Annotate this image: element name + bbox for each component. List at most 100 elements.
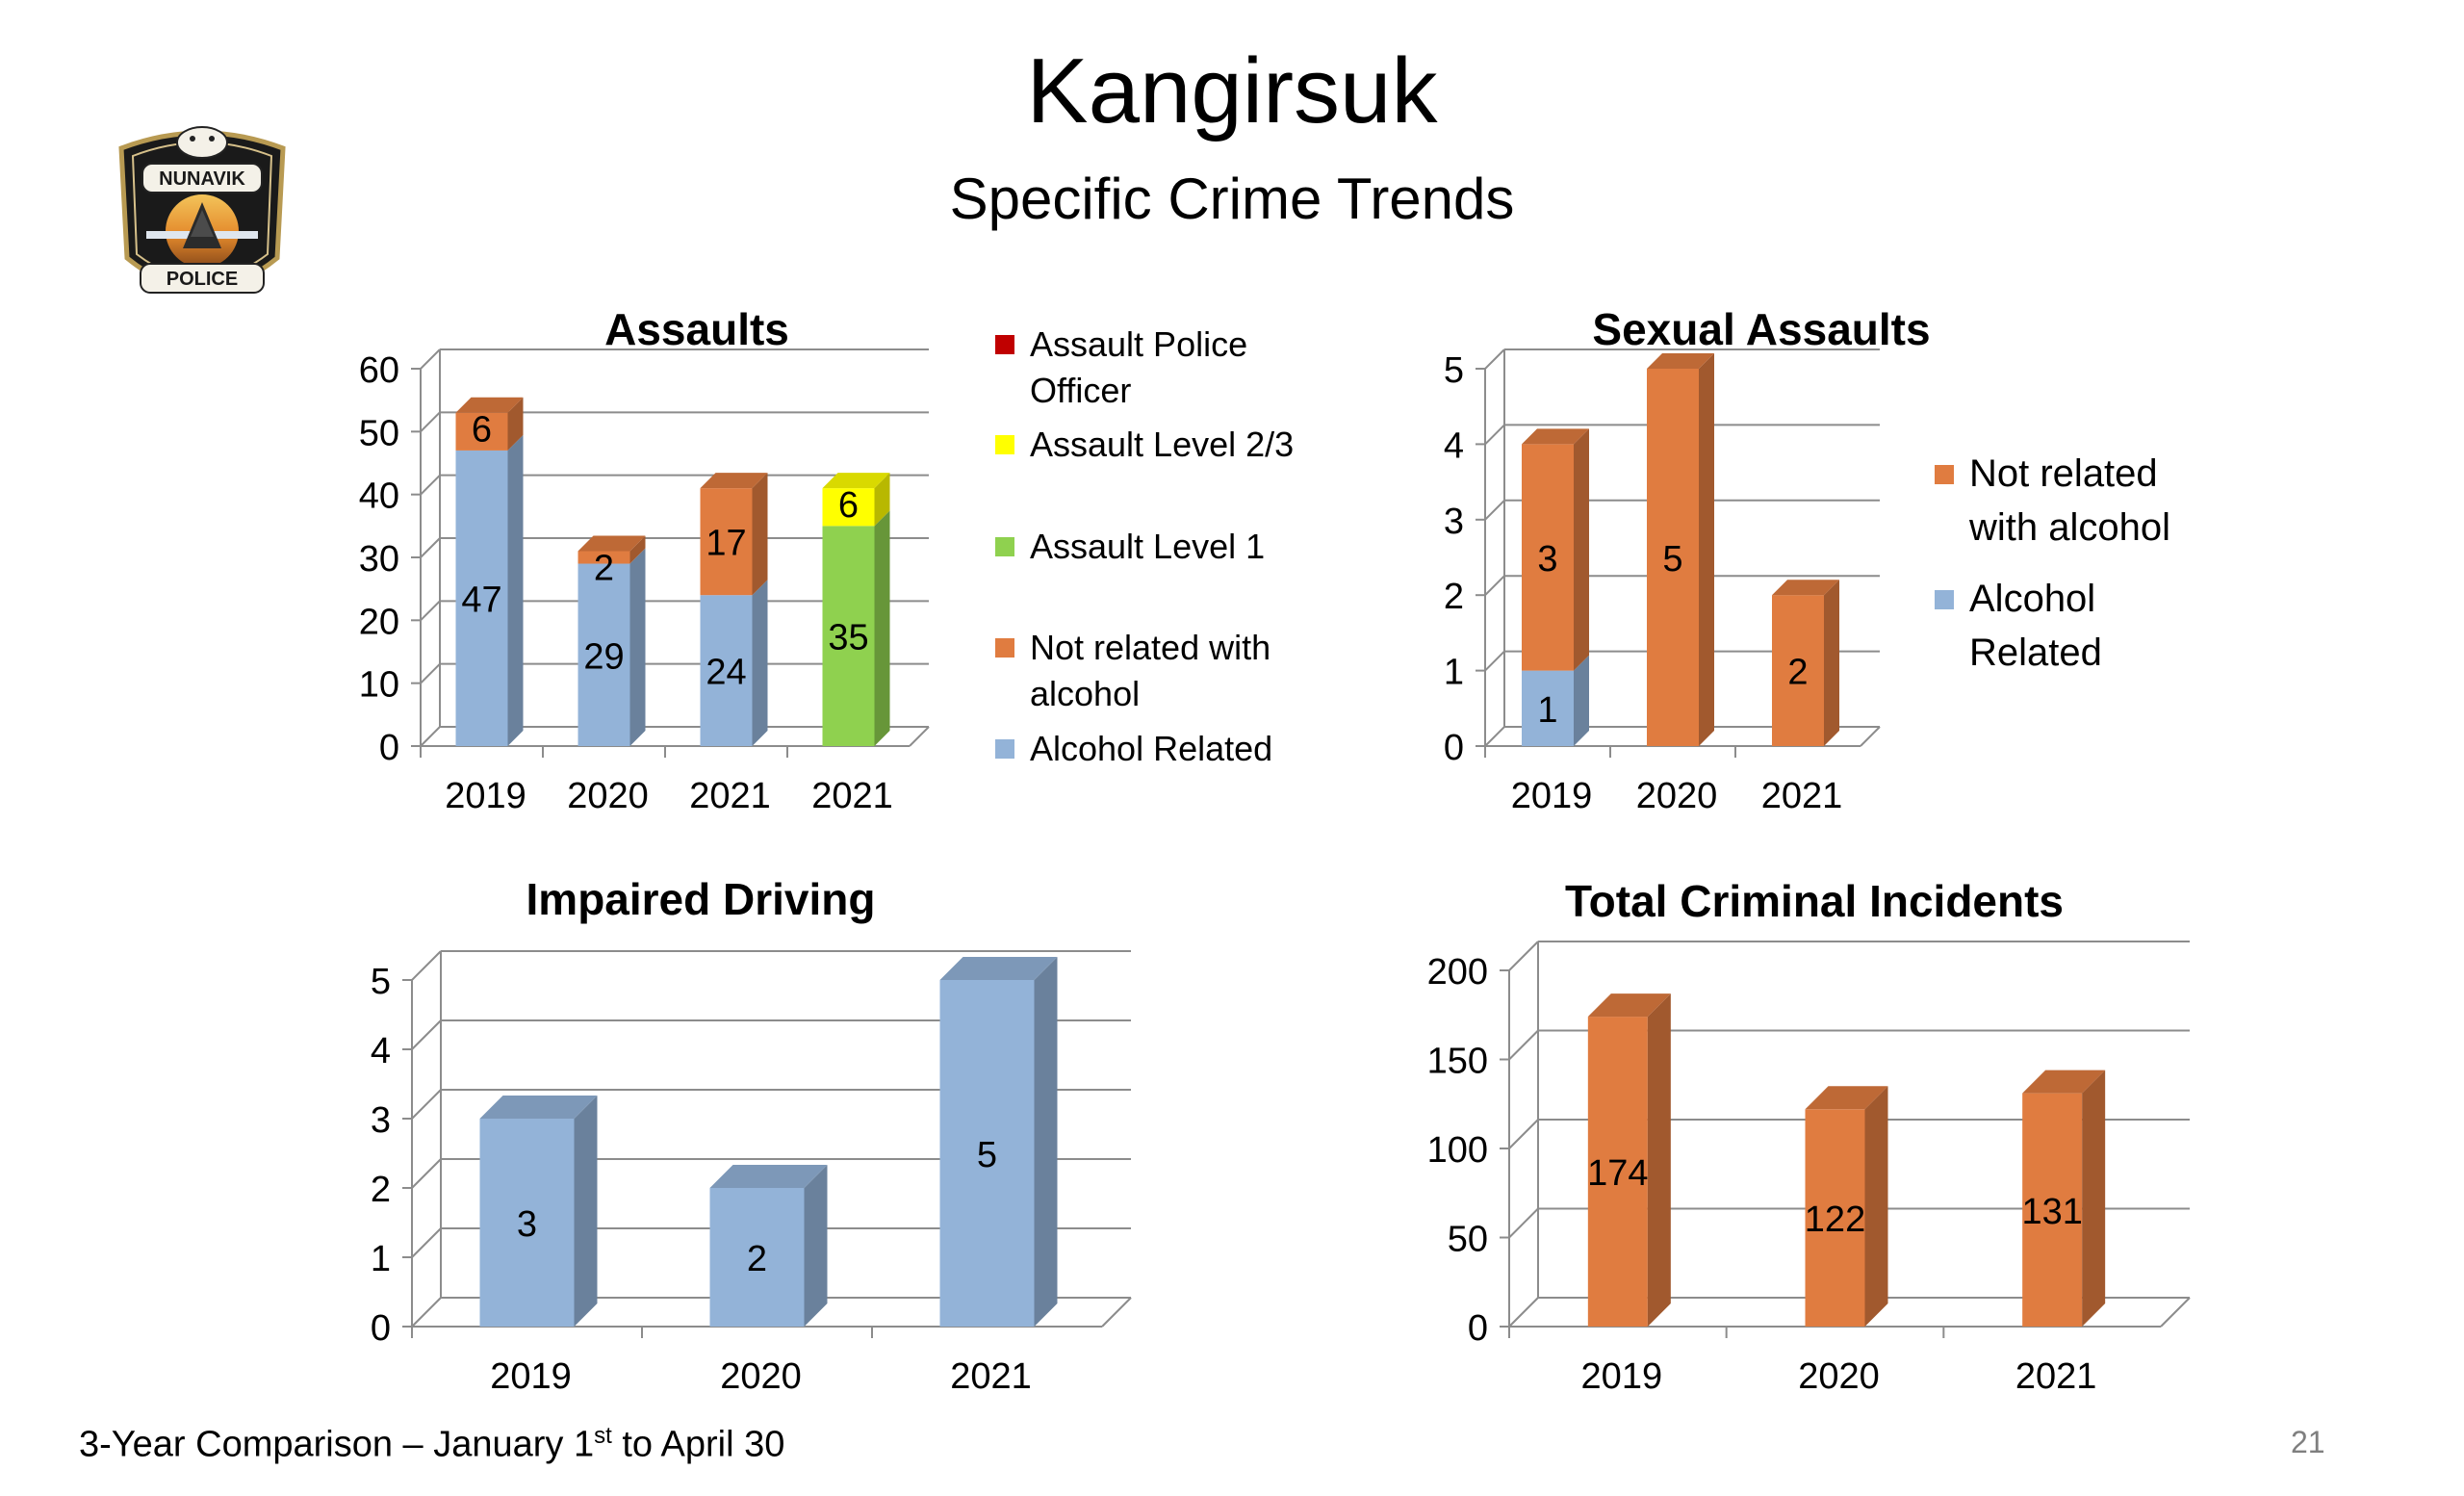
gridline-diagonal — [411, 1089, 442, 1120]
y-tick-label: 100 — [1427, 1130, 1488, 1171]
y-tick-label: 1 — [1444, 653, 1464, 693]
data-label: 24 — [706, 653, 746, 693]
gridline-diagonal — [420, 537, 441, 558]
data-label: 3 — [517, 1204, 537, 1245]
y-tick-label: 30 — [359, 539, 399, 580]
footer-suffix: to April 30 — [611, 1424, 785, 1465]
bar-segment — [479, 1119, 575, 1327]
gridline-diagonal — [1484, 348, 1505, 370]
bar-side — [1647, 993, 1671, 1327]
bar-top — [2022, 1070, 2106, 1094]
data-label: 35 — [828, 618, 868, 658]
bar-side — [752, 580, 768, 746]
legend-swatch — [995, 435, 1014, 454]
gridline-diagonal — [1508, 1029, 1539, 1061]
bar-side — [2082, 1070, 2106, 1327]
legend-label: Assault Level 2/3 — [1030, 425, 1294, 464]
y-tick-label: 60 — [359, 350, 399, 391]
bar-segment — [700, 595, 753, 746]
bar-top — [709, 1165, 828, 1188]
x-tick-label: 2021 — [1761, 776, 1843, 816]
gridline-diagonal — [1484, 500, 1505, 521]
bar-top — [479, 1096, 598, 1119]
legend-label: Alcohol — [1969, 578, 2095, 620]
data-label: 17 — [706, 524, 746, 564]
x-tick-label: 2019 — [490, 1356, 572, 1397]
x-tick-label: 2021 — [811, 776, 893, 816]
chart-3: Impaired Driving 0 1 2 3 4 5 2019 3 2020 2 2021 5 — [371, 874, 1132, 1397]
bar-side — [874, 510, 890, 746]
bar-top — [1522, 428, 1589, 445]
y-tick-label: 150 — [1427, 1042, 1488, 1082]
bar-segment — [1587, 1017, 1648, 1327]
legend-label: Related — [1969, 632, 2102, 674]
gridline-diagonal — [411, 1227, 442, 1258]
legend-label: Not related with — [1030, 628, 1270, 667]
x-tick-label: 2020 — [720, 1356, 802, 1397]
gridline-diagonal — [1508, 941, 1539, 971]
bar-segment — [822, 526, 875, 746]
gridline-diagonal — [420, 726, 441, 747]
gridline-diagonal — [1508, 1297, 1539, 1328]
bar-side — [752, 473, 768, 596]
bar-segment — [1772, 595, 1824, 746]
legend-label: Assault Level 1 — [1030, 527, 1265, 566]
bar-top — [822, 473, 890, 489]
x-tick-label: 2020 — [1798, 1356, 1880, 1397]
footer-prefix: 3-Year Comparison – January 1 — [79, 1424, 595, 1465]
nunavik-police-logo: NUNAVIK POLICE — [118, 126, 286, 294]
bar-segment — [578, 551, 630, 564]
bar-segment — [2022, 1093, 2083, 1327]
x-tick-label: 2021 — [689, 776, 771, 816]
y-tick-label: 10 — [359, 665, 399, 706]
data-label: 3 — [1537, 539, 1557, 580]
footer-comparison: 3-Year Comparison – January 1st to April… — [79, 1423, 784, 1466]
bar-top — [578, 535, 646, 552]
y-tick-label: 200 — [1427, 952, 1488, 993]
floor-edge — [1860, 726, 1881, 747]
logo-bottom-text: POLICE — [167, 269, 238, 290]
y-tick-label: 0 — [371, 1308, 391, 1349]
legend-swatch — [1935, 465, 1954, 484]
bar-side — [574, 1096, 598, 1327]
floor-edge — [1101, 1297, 1132, 1328]
floor-edge — [909, 726, 930, 747]
bar-side — [1574, 428, 1589, 671]
y-tick-label: 0 — [1444, 728, 1464, 768]
legend-swatch — [995, 537, 1014, 556]
data-label: 131 — [2021, 1192, 2082, 1232]
data-label: 2 — [747, 1239, 767, 1279]
legend-swatch — [1935, 590, 1954, 609]
bar-segment — [1522, 670, 1574, 746]
data-label: 2 — [1787, 653, 1808, 693]
data-label: 122 — [1805, 1199, 1865, 1240]
gridline-diagonal — [420, 600, 441, 622]
bar-side — [1864, 1086, 1888, 1327]
gridline-diagonal — [411, 1019, 442, 1050]
bar-side — [1574, 655, 1589, 746]
gridline-diagonal — [411, 1158, 442, 1189]
x-tick-label: 2019 — [445, 776, 526, 816]
data-label: 174 — [1587, 1153, 1648, 1194]
bar-top — [455, 397, 524, 413]
bar-segment — [455, 450, 508, 746]
page-title: Kangirsuk — [1026, 39, 1438, 142]
gridline-diagonal — [1484, 575, 1505, 596]
bar-top — [1587, 993, 1671, 1018]
gridline-diagonal — [411, 1297, 442, 1328]
bar-side — [1699, 353, 1714, 746]
chart-4: Total Criminal Incidents 0 50 100 150 200 2019… — [1427, 876, 2191, 1397]
data-label: 47 — [461, 580, 501, 620]
x-tick-label: 2021 — [2015, 1356, 2097, 1397]
chart-1: Assaults 0 10 20 30 40 50 60 2019 47 6 2020 29 2 2021 2… — [359, 304, 1294, 816]
chart-title: Impaired Driving — [526, 874, 876, 924]
bar-top — [700, 473, 768, 489]
bar-top — [1772, 580, 1839, 596]
data-label: 5 — [1662, 539, 1682, 580]
y-tick-label: 3 — [1444, 502, 1464, 542]
y-tick-label: 1 — [371, 1239, 391, 1279]
chart-title: Total Criminal Incidents — [1565, 876, 2064, 926]
bar-top — [939, 957, 1058, 980]
x-tick-label: 2019 — [1511, 776, 1593, 816]
